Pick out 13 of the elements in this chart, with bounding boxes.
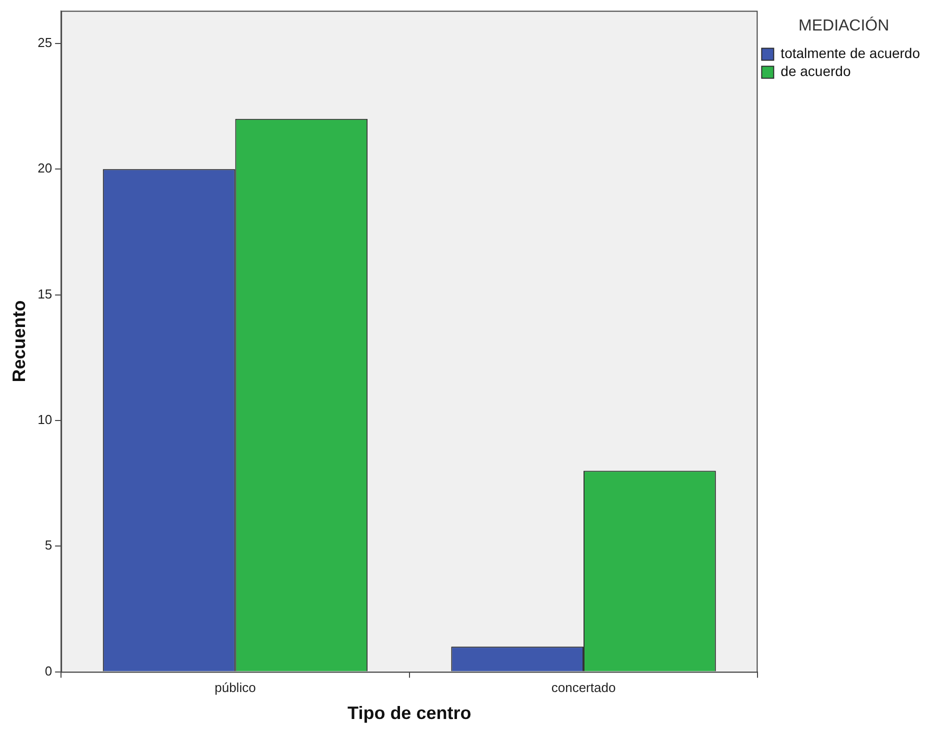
legend-label: de acuerdo (780, 63, 851, 80)
x-tick-label: concertado (551, 680, 616, 696)
x-axis-title: Tipo de centro (348, 703, 472, 724)
y-axis-title: Recuento (8, 300, 29, 382)
y-tick-label: 20 (38, 160, 52, 176)
x-tick-label: público (214, 680, 256, 696)
y-tick-label: 0 (44, 663, 52, 678)
y-tick-label: 10 (38, 412, 52, 428)
y-tick-label: 25 (38, 35, 52, 50)
legend-title: MEDIACIÓN (798, 16, 890, 34)
y-tick-label: 5 (44, 538, 52, 553)
y-tick-label: 15 (38, 286, 52, 302)
legend-label: totalmente de acuerdo (780, 45, 920, 62)
